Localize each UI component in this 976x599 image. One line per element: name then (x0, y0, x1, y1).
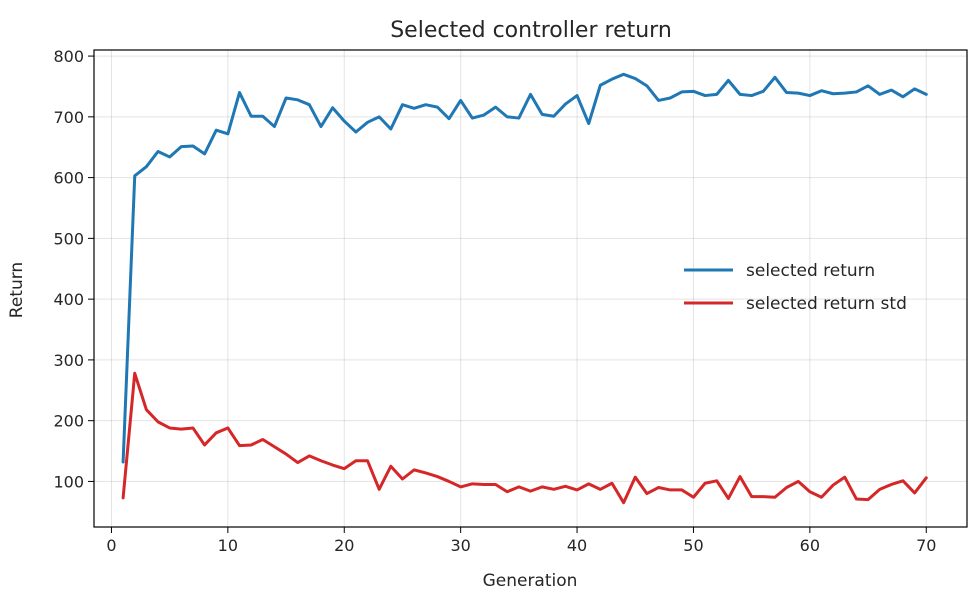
series-layer (121, 72, 928, 505)
chart-title: Selected controller return (390, 18, 672, 43)
y-axis-label: Return (7, 262, 27, 318)
y-tick-label: 800 (53, 47, 84, 66)
series-line-2 (121, 371, 928, 505)
y-tick-label: 100 (53, 472, 84, 491)
x-axis: 0 10 20 30 40 50 60 70 (106, 527, 936, 555)
y-tick-label: 700 (53, 108, 84, 127)
x-tick-label: 60 (800, 536, 820, 555)
x-tick-label: 40 (567, 536, 587, 555)
x-tick-label: 10 (218, 536, 238, 555)
series-line-1 (121, 72, 928, 464)
plot-frame (93, 49, 968, 528)
y-axis: 100 200 300 400 500 600 700 800 (53, 47, 94, 491)
x-axis-label: Generation (483, 571, 578, 591)
legend-label-1: selected return (746, 261, 875, 281)
y-tick-label: 300 (53, 351, 84, 370)
legend: selected return selected return std (684, 261, 907, 314)
x-tick-label: 30 (450, 536, 470, 555)
y-tick-label: 200 (53, 412, 84, 431)
y-tick-label: 400 (53, 290, 84, 309)
legend-label-2: selected return std (746, 294, 907, 314)
x-tick-label: 50 (683, 536, 703, 555)
x-tick-label: 0 (106, 536, 116, 555)
grid-lines (94, 50, 967, 527)
x-tick-label: 70 (916, 536, 936, 555)
y-tick-label: 600 (53, 169, 84, 188)
y-tick-label: 500 (53, 229, 84, 248)
x-tick-label: 20 (334, 536, 354, 555)
